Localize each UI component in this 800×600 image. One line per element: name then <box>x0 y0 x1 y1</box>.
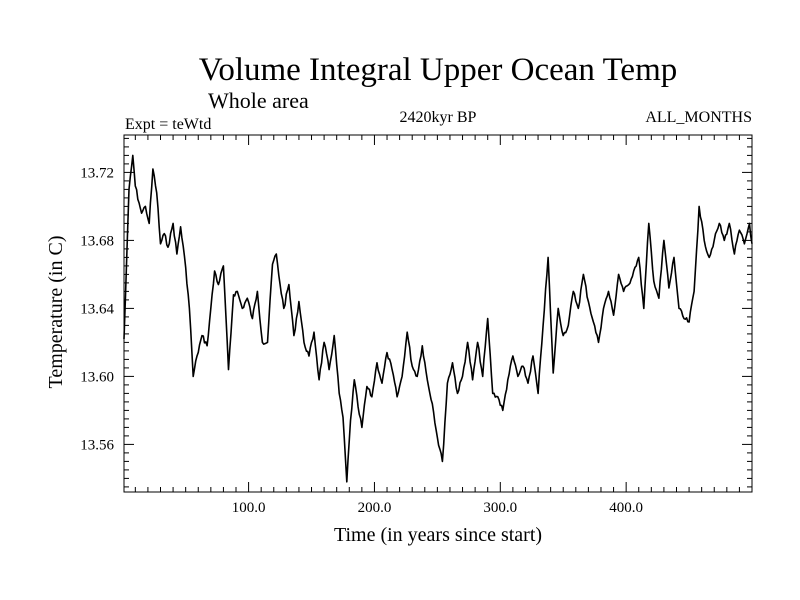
x-tick-label: 100.0 <box>232 500 266 516</box>
y-tick-label: 13.56 <box>80 437 114 453</box>
y-axis-label: Temperature (in C) <box>45 236 67 389</box>
annotation-period: 2420kyr BP <box>400 109 477 126</box>
annotation-months: ALL_MONTHS <box>645 109 752 126</box>
y-tick-label: 13.60 <box>80 369 114 385</box>
y-tick-label: 13.64 <box>80 301 114 317</box>
y-tick-label: 13.72 <box>80 165 114 181</box>
series-line <box>123 154 753 483</box>
plot-frame <box>123 134 753 493</box>
y-tick-label: 13.68 <box>80 233 114 249</box>
x-tick-label: 400.0 <box>609 500 643 516</box>
chart-title: Volume Integral Upper Ocean Temp <box>199 52 677 88</box>
annotation-experiment: Expt = teWtd <box>125 116 211 133</box>
x-tick-label: 300.0 <box>483 500 517 516</box>
chart-subtitle: Whole area <box>208 88 309 113</box>
x-tick-labels: 100.0 200.0 300.0 400.0 <box>232 500 643 516</box>
x-axis-label: Time (in years since start) <box>334 524 542 546</box>
x-tick-label: 200.0 <box>358 500 392 516</box>
y-tick-labels: 13.56 13.60 13.64 13.68 13.72 <box>80 165 114 453</box>
